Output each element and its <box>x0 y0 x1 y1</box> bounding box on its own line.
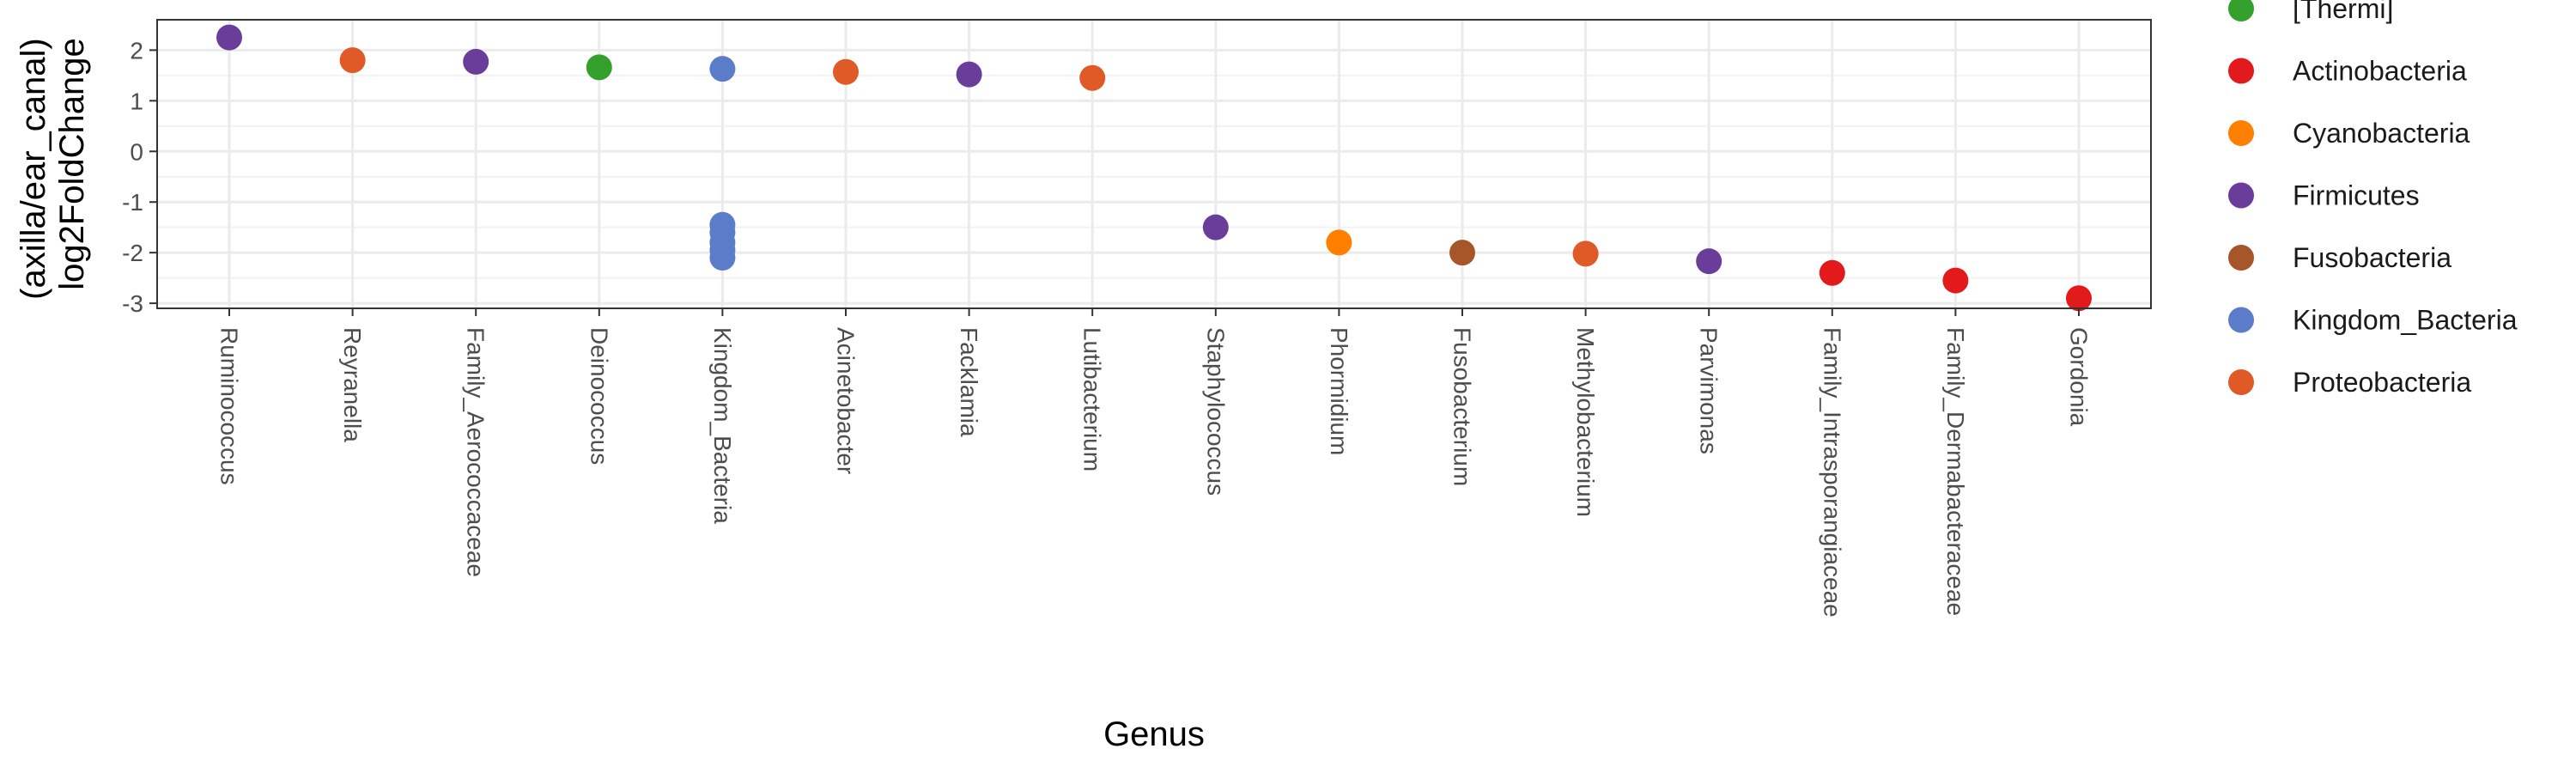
legend-key <box>2228 369 2254 395</box>
data-point <box>1572 240 1599 267</box>
data-point <box>2066 285 2092 312</box>
x-tick-label: Deinococcus <box>586 327 612 465</box>
x-axis-title: Genus <box>1103 715 1205 753</box>
data-point <box>1202 214 1229 240</box>
x-tick-label: Facklamia <box>956 327 982 437</box>
legend-label: Fusobacteria <box>2293 242 2451 273</box>
legend-label: Proteobacteria <box>2293 367 2471 398</box>
x-tick-label: Ruminococcus <box>216 327 243 485</box>
legend-key <box>2228 120 2254 146</box>
x-tick-label: Family_Aerococcaceae <box>463 327 489 577</box>
x-axis: Ruminococcus Reyranella Family_Aerococcace… <box>216 308 2093 618</box>
legend-label: Cyanobacteria <box>2293 118 2470 149</box>
y-tick-label: 2 <box>130 37 143 64</box>
y-tick-label: -1 <box>122 189 143 216</box>
x-tick-label: Family_Dermabacteraceae <box>1942 327 1969 616</box>
data-point <box>1696 248 1722 275</box>
x-tick-label: Gordonia <box>2066 327 2093 427</box>
x-tick-label: Family_Intrasporangiaceae <box>1819 327 1845 618</box>
x-tick-label: Methylobacterium <box>1572 327 1599 517</box>
x-tick-label: Reyranella <box>339 327 366 442</box>
grid-minor <box>157 74 2151 279</box>
legend-key <box>2228 307 2254 333</box>
plot-panel-border <box>156 19 2152 309</box>
y-axis-title-line-1: (axilla/ear_canal) <box>15 38 52 300</box>
legend-label: Actinobacteria <box>2293 56 2467 87</box>
x-tick-label: Fusobacterium <box>1449 327 1476 486</box>
x-tick-label: Kingdom_Bacteria <box>709 327 736 524</box>
data-point <box>709 245 736 271</box>
legend-key <box>2228 182 2254 209</box>
legend-label: Firmicutes <box>2293 180 2420 211</box>
y-axis-title: (axilla/ear_canal) log2FoldChange <box>15 28 91 300</box>
legend-label: [Thermi] <box>2293 0 2393 24</box>
y-axis-title-line-2: log2FoldChange <box>53 38 91 290</box>
legend: [Thermi] Actinobacteria Cyanobacteria Firmi… <box>2228 0 2518 398</box>
y-tick-label: 1 <box>130 88 143 114</box>
x-tick-label: Staphylococcus <box>1202 327 1229 496</box>
legend-key <box>2228 58 2254 84</box>
x-tick-label: Phormidium <box>1326 327 1352 455</box>
data-point <box>833 58 859 85</box>
data-point <box>339 47 366 74</box>
y-tick-label: 0 <box>130 138 143 165</box>
legend-label: Kingdom_Bacteria <box>2293 305 2518 336</box>
legend-key <box>2228 245 2254 271</box>
data-point <box>956 61 982 88</box>
data-point <box>1942 267 1969 294</box>
y-tick-label: -3 <box>122 290 143 317</box>
data-point <box>216 24 242 51</box>
x-tick-label: Parvimonas <box>1696 327 1722 454</box>
legend-key <box>2228 0 2254 21</box>
data-point <box>463 48 489 75</box>
data-point <box>586 54 612 81</box>
data-point <box>709 56 736 82</box>
data-point <box>1819 259 1845 286</box>
y-axis: -3 -2 -1 0 1 2 <box>122 37 157 317</box>
y-tick-label: -2 <box>122 240 143 266</box>
x-tick-label: Lutibacterium <box>1079 327 1106 472</box>
data-point <box>1079 64 1106 91</box>
data-points <box>216 24 2092 312</box>
data-point <box>1449 240 1475 266</box>
x-tick-label: Acinetobacter <box>833 327 860 474</box>
data-point <box>1326 229 1352 256</box>
